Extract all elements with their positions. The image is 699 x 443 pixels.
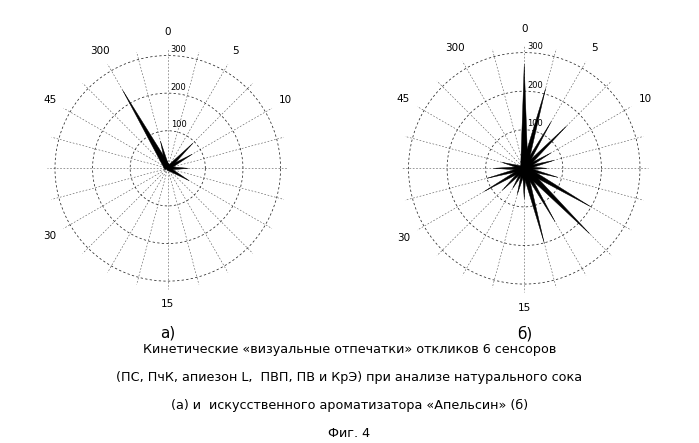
Polygon shape xyxy=(523,121,552,169)
Text: 10: 10 xyxy=(279,95,292,105)
Text: Фиг. 4: Фиг. 4 xyxy=(329,427,370,440)
Polygon shape xyxy=(523,166,591,207)
Polygon shape xyxy=(484,167,525,191)
Polygon shape xyxy=(502,162,525,170)
Polygon shape xyxy=(487,167,525,179)
Polygon shape xyxy=(122,90,171,170)
Text: 200: 200 xyxy=(171,83,187,92)
Polygon shape xyxy=(503,167,526,190)
Polygon shape xyxy=(166,143,193,170)
Polygon shape xyxy=(161,141,170,169)
Polygon shape xyxy=(522,167,555,222)
Polygon shape xyxy=(167,167,189,181)
Polygon shape xyxy=(168,167,189,170)
Polygon shape xyxy=(493,167,524,170)
Text: б): б) xyxy=(517,326,532,341)
Text: 45: 45 xyxy=(397,93,410,104)
Text: 300: 300 xyxy=(445,43,464,53)
Polygon shape xyxy=(522,168,526,199)
Text: (а) и  искусственного ароматизатора «Апельсин» (б): (а) и искусственного ароматизатора «Апел… xyxy=(171,399,528,412)
Polygon shape xyxy=(521,167,545,243)
Polygon shape xyxy=(524,167,547,170)
Text: 300: 300 xyxy=(90,46,110,55)
Text: а): а) xyxy=(160,326,175,341)
Text: 10: 10 xyxy=(638,93,651,104)
Polygon shape xyxy=(524,167,558,177)
Text: 300: 300 xyxy=(527,42,543,51)
Polygon shape xyxy=(167,154,192,170)
Text: 30: 30 xyxy=(397,233,410,243)
Polygon shape xyxy=(512,167,526,188)
Polygon shape xyxy=(521,88,546,169)
Text: Кинетические «визуальные отпечатки» откликов 6 сенсоров: Кинетические «визуальные отпечатки» откл… xyxy=(143,343,556,356)
Polygon shape xyxy=(522,166,590,234)
Text: 15: 15 xyxy=(161,299,174,309)
Text: 5: 5 xyxy=(591,43,598,53)
Text: 0: 0 xyxy=(164,27,171,37)
Polygon shape xyxy=(524,160,554,170)
Text: 100: 100 xyxy=(527,119,543,128)
Polygon shape xyxy=(517,168,526,194)
Text: 45: 45 xyxy=(43,95,57,105)
Text: 30: 30 xyxy=(43,231,57,241)
Text: 0: 0 xyxy=(521,24,528,34)
Text: (ПС, ПчК, апиезон L,  ПВП, ПВ и КрЭ) при анализе натурального сока: (ПС, ПчК, апиезон L, ПВП, ПВ и КрЭ) при … xyxy=(117,371,582,384)
Text: 300: 300 xyxy=(171,45,187,54)
Text: 100: 100 xyxy=(171,120,187,129)
Text: 15: 15 xyxy=(518,303,531,313)
Polygon shape xyxy=(524,153,551,170)
Polygon shape xyxy=(521,64,528,168)
Text: 200: 200 xyxy=(527,81,543,89)
Text: 5: 5 xyxy=(233,46,239,55)
Polygon shape xyxy=(523,126,566,170)
